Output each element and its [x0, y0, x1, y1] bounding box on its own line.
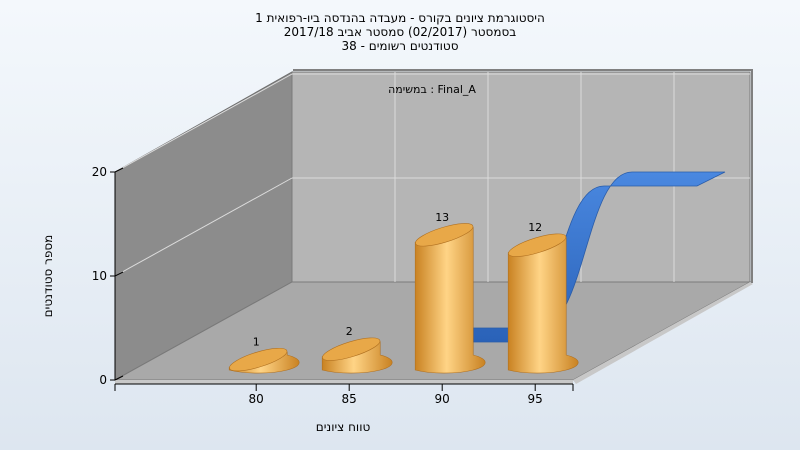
y-tick-label-10: 10: [92, 269, 107, 283]
bar-top-1: [322, 337, 381, 361]
bar-body-1: [321, 341, 393, 374]
bar-data-label-3: 12: [528, 221, 542, 234]
y-tick-depth-10: [114, 271, 124, 277]
x-tick-label-80: 80: [249, 392, 264, 406]
chart-title: היסטוגרמת ציונים בקורס - מעבדה בהנדסה בי…: [255, 11, 545, 53]
bar-0: 1: [228, 336, 300, 374]
bar-3: 12: [507, 221, 579, 374]
bar-body-3: [507, 237, 579, 374]
floor-right-edge: [573, 282, 753, 384]
bar-top-2: [415, 223, 474, 247]
y-axis-ticks: 0 10 20: [92, 165, 124, 387]
floor-front-edge: [115, 380, 573, 384]
bar-top-0: [229, 347, 288, 372]
x-tick-label-90: 90: [435, 392, 450, 406]
x-tick-label-85: 85: [342, 392, 357, 406]
bar-top-3: [508, 233, 567, 257]
title-line-3: סטודנטים רשומים - 38: [341, 39, 458, 53]
y-tick-label-0: 0: [99, 373, 107, 387]
grid-line-left-10: [114, 177, 293, 277]
y-tick-label-20: 20: [92, 165, 107, 179]
y-tick-depth-0: [114, 375, 124, 381]
legend-text: במשימה : Final_A: [388, 83, 476, 96]
back-wall-shadow: [293, 69, 753, 283]
bar-2: 13: [414, 211, 486, 374]
bar-data-label-2: 13: [435, 211, 449, 224]
title-line-2: בסמסטר (02/2017) סמסטר אביב 2017/18: [284, 25, 516, 39]
y-axis-label: מספר סטודנטים: [41, 235, 55, 318]
x-axis-label: טווח ציונים: [316, 420, 371, 434]
bar-data-label-1: 2: [346, 325, 353, 338]
x-axis-ticks: 80 85 90 95: [114, 384, 574, 406]
bar-1: 2: [321, 325, 393, 374]
bar-data-label-0: 1: [253, 336, 260, 349]
title-line-1: היסטוגרמת ציונים בקורס - מעבדה בהנדסה בי…: [255, 11, 545, 25]
bar-body-2: [414, 226, 486, 374]
y-tick-depth-20: [114, 167, 124, 173]
x-tick-label-95: 95: [528, 392, 543, 406]
grid-line-left-20: [114, 73, 293, 173]
